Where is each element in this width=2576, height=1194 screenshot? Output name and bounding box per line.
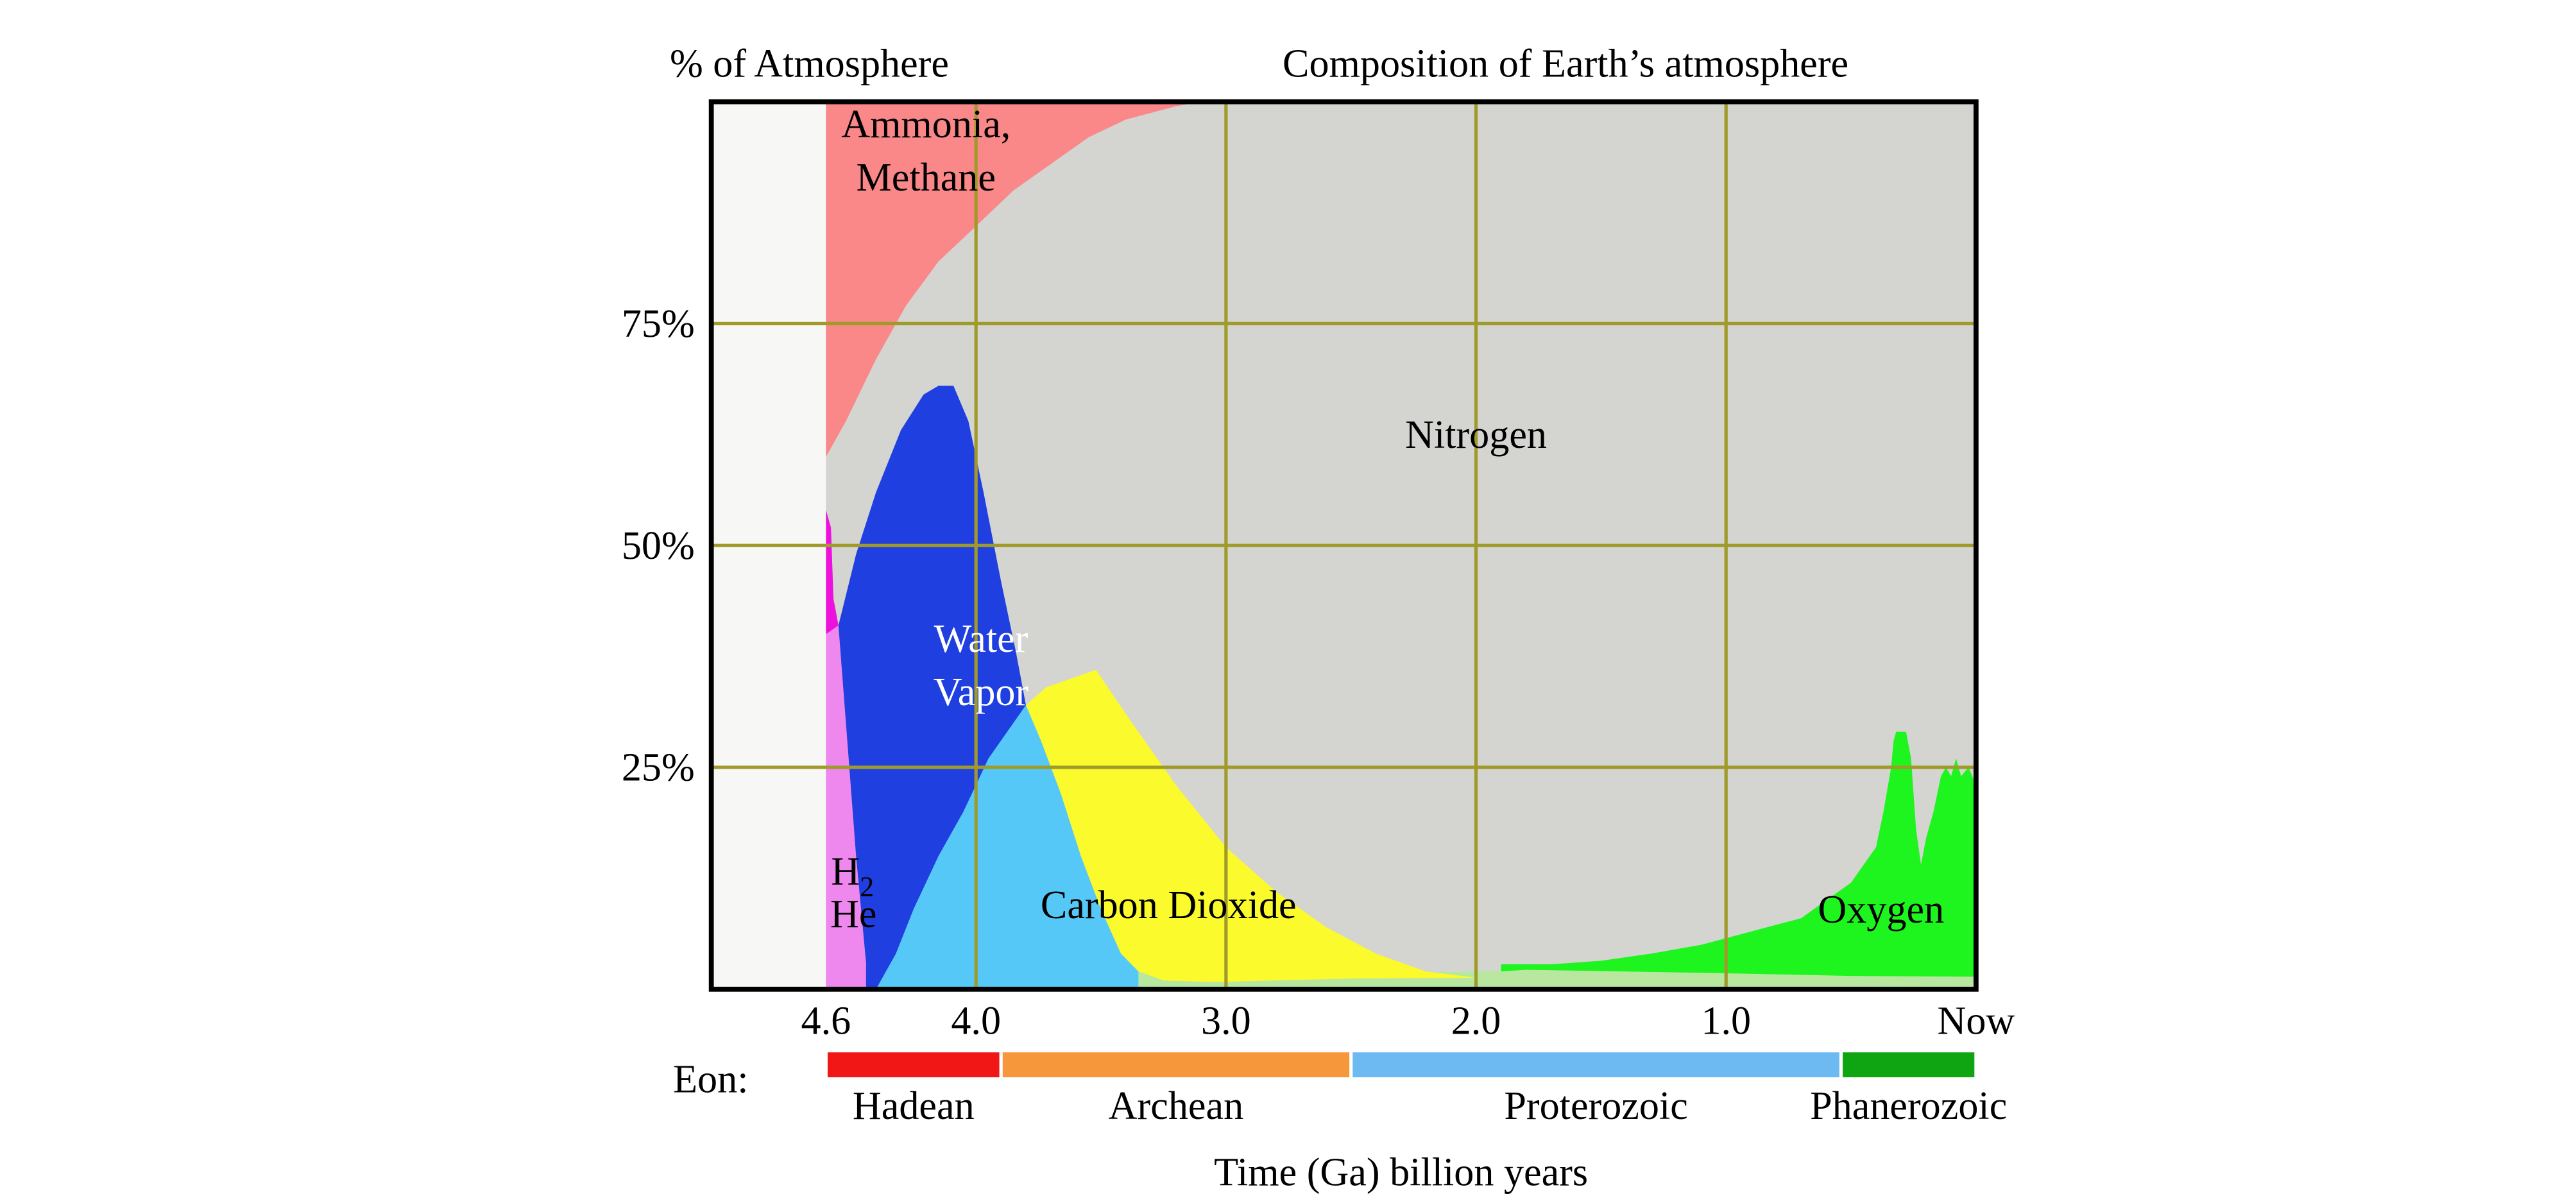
y-tick-25: 25% — [622, 746, 695, 790]
label-nitrogen: Nitrogen — [1405, 413, 1547, 457]
label-he: He — [830, 892, 876, 936]
x-tick-now: Now — [1937, 1000, 2015, 1043]
x-tick-4-0: 4.0 — [951, 1000, 1001, 1043]
x-tick-1-0: 1.0 — [1701, 1000, 1751, 1043]
eon-bar-hadean — [827, 1052, 1000, 1078]
x-tick-2-0: 2.0 — [1451, 1000, 1501, 1043]
y-axis-ticks: 25% 50% 75% — [622, 302, 695, 790]
chart-title: Composition of Earth’s atmosphere — [1283, 42, 1848, 86]
y-tick-75: 75% — [622, 302, 695, 346]
label-carbon-dioxide: Carbon Dioxide — [1041, 883, 1297, 927]
y-tick-50: 50% — [622, 524, 695, 568]
eon-name-archean: Archean — [1109, 1084, 1244, 1128]
plot-frame — [708, 99, 1979, 992]
grid-lines — [711, 101, 1976, 989]
label-methane: Methane — [857, 156, 996, 200]
area-oxygen — [1501, 731, 1976, 977]
eon-bar-archean — [1002, 1052, 1350, 1078]
h2-label: H2 — [831, 850, 874, 903]
eon-label: Eon: — [673, 1057, 748, 1101]
label-ammonia: Ammonia, — [841, 103, 1011, 146]
eon-name-proterozoic: Proterozoic — [1504, 1084, 1688, 1128]
label-vapor: Vapor — [934, 670, 1029, 714]
label-water: Water — [934, 617, 1028, 661]
eon-bar-proterozoic — [1352, 1052, 1839, 1078]
area-series-1 — [826, 509, 839, 635]
eon-name-phanerozoic: Phanerozoic — [1810, 1084, 2007, 1128]
area-labels: Ammonia, Methane Nitrogen Water Vapor Carbon … — [830, 103, 1944, 936]
eon-bar-phanerozoic — [1843, 1052, 1975, 1078]
eon-name-hadean: Hadean — [853, 1084, 975, 1128]
label-oxygen: Oxygen — [1818, 888, 1944, 932]
x-axis-ticks: 4.6 4.0 3.0 2.0 1.0 Now — [801, 1000, 2015, 1043]
area-carbon-dioxide — [876, 705, 1976, 989]
area-ammonia-methane — [826, 101, 1202, 457]
y-axis-label: % of Atmosphere — [670, 42, 949, 86]
x-tick-3-0: 3.0 — [1201, 1000, 1251, 1043]
area-h2-he — [826, 625, 871, 989]
area-water-vapor — [838, 386, 1027, 989]
eon-timeline: Hadean Archean Proterozoic Phanerozoic — [827, 1052, 2007, 1128]
x-axis-label: Time (Ga) billion years — [1214, 1150, 1588, 1194]
area-series-5 — [1026, 669, 1476, 982]
x-tick-4-6: 4.6 — [801, 1000, 851, 1043]
